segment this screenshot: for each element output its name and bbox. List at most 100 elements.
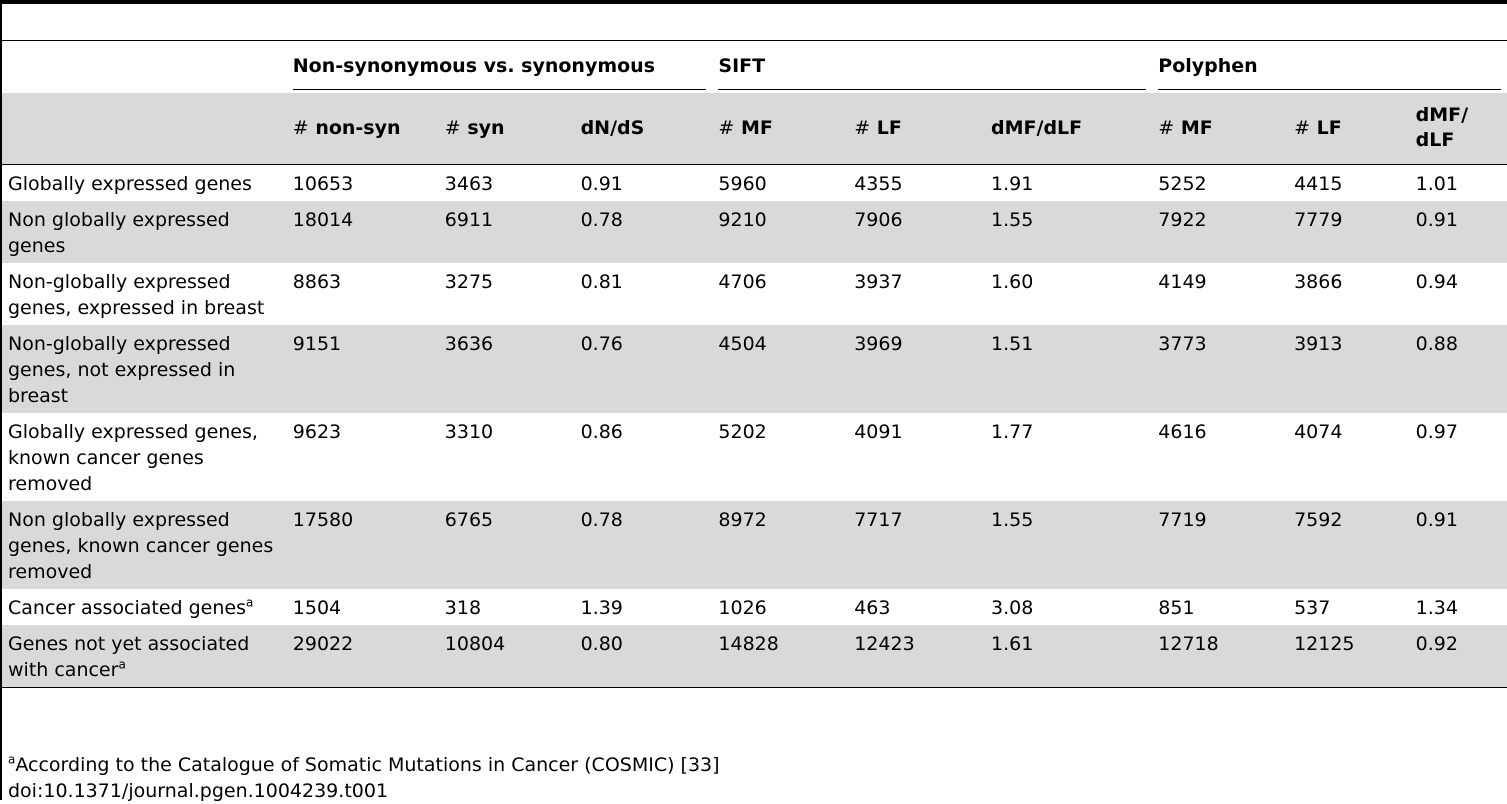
row-label-text: Non-globally expressed genes, expressed … — [8, 271, 265, 319]
table-cell: 1.55 — [991, 509, 1034, 531]
table-cell: 5202 — [718, 421, 767, 443]
table-cell: 0.76 — [580, 333, 623, 355]
table-cell: 4091 — [854, 421, 903, 443]
table-cell: 1.01 — [1415, 173, 1458, 195]
row-label-footnote-marker: a — [118, 657, 126, 672]
table-cell: 14828 — [718, 633, 779, 655]
row-label: Non-globally expressed genes, not expres… — [2, 325, 287, 413]
row-label-text: Genes not yet associated with cancer — [8, 633, 250, 681]
group-header-empty — [2, 41, 287, 93]
table-cell: 4504 — [718, 333, 767, 355]
table-cell: 3310 — [444, 421, 494, 443]
table-cell: 3866 — [1294, 271, 1343, 293]
column-header: # syn — [439, 93, 575, 165]
column-header-label: dN/dS — [580, 116, 645, 139]
column-header-label: dMF/ dLF — [1415, 104, 1469, 152]
column-header: # LF — [1288, 93, 1410, 165]
table-cell: 7592 — [1294, 509, 1343, 531]
row-label-text: Non globally expressed genes — [8, 209, 230, 257]
table-cell: 1.61 — [991, 633, 1034, 655]
footnote-marker: a — [8, 752, 16, 767]
table-cell: 3636 — [444, 333, 494, 355]
table-row: Cancer associated genesa 1504 318 1.39 1026 4… — [2, 589, 1507, 625]
column-header-hash: # — [292, 116, 309, 139]
table-row: Genes not yet associated with cancera 290… — [2, 625, 1507, 688]
table-cell: 537 — [1294, 597, 1331, 619]
column-header-label: LF — [1316, 116, 1342, 139]
column-header-hash: # — [718, 116, 735, 139]
table-cell: 10804 — [444, 633, 506, 655]
column-header-label: syn — [467, 116, 505, 139]
row-label: Non-globally expressed genes, expressed … — [2, 263, 287, 325]
column-header: dN/dS — [575, 93, 713, 165]
table-cell: 3773 — [1158, 333, 1207, 355]
column-header-hash: # — [1158, 116, 1175, 139]
table-cell: 12423 — [854, 633, 915, 655]
table-cell: 29022 — [292, 633, 354, 655]
column-header: dMF/ dLF — [1410, 93, 1507, 165]
table-cell: 8972 — [718, 509, 767, 531]
group-header-sift: SIFT — [712, 41, 1152, 93]
table-cell: 463 — [854, 597, 891, 619]
table-cell: 6911 — [444, 209, 494, 231]
table-cell: 1504 — [292, 597, 342, 619]
table-cell: 10653 — [292, 173, 354, 195]
table-cell: 0.92 — [1415, 633, 1458, 655]
row-label: Cancer associated genesa — [2, 589, 287, 625]
table-cell: 0.81 — [580, 271, 623, 293]
row-label-text: Non globally expressed genes, known canc… — [8, 509, 274, 583]
table-cell: 3937 — [854, 271, 903, 293]
row-label: Globally expressed genes, known cancer g… — [2, 413, 287, 501]
table-cell: 0.91 — [1415, 209, 1458, 231]
table-cell: 12718 — [1158, 633, 1219, 655]
table-cell: 18014 — [292, 209, 354, 231]
table-cell: 1.39 — [580, 597, 623, 619]
table-cell: 4616 — [1158, 421, 1207, 443]
table-row: Non globally expressed genes, known canc… — [2, 501, 1507, 589]
row-label: Genes not yet associated with cancera — [2, 625, 287, 688]
table-cell: 7922 — [1158, 209, 1207, 231]
table-cell: 17580 — [292, 509, 354, 531]
table-row: Non-globally expressed genes, expressed … — [2, 263, 1507, 325]
table-cell: 5252 — [1158, 173, 1207, 195]
group-header-nonsyn: Non-synonymous vs. synonymous — [287, 41, 713, 93]
table-cell: 4706 — [718, 271, 767, 293]
table-cell: 1.34 — [1415, 597, 1458, 619]
table-cell: 4149 — [1158, 271, 1207, 293]
column-header-row: # non-syn # syn dN/dS # MF # LF dMF/dLF # MF # … — [2, 92, 1507, 165]
table-cell: 3969 — [854, 333, 903, 355]
table-footnotes: aAccording to the Catalogue of Somatic M… — [8, 752, 720, 804]
table-cell: 1.60 — [991, 271, 1034, 293]
column-header: # LF — [848, 93, 985, 165]
column-header: # MF — [712, 93, 848, 165]
row-label-text: Globally expressed genes — [8, 173, 252, 195]
table-cell: 12125 — [1294, 633, 1355, 655]
table-cell: 1.77 — [991, 421, 1034, 443]
table-row: Globally expressed genes, known cancer g… — [2, 413, 1507, 501]
table-cell: 0.80 — [580, 633, 623, 655]
table-cell: 5960 — [718, 173, 767, 195]
column-header: # non-syn — [287, 93, 439, 165]
column-header-label: MF — [1180, 116, 1213, 139]
column-header-hash: # — [854, 116, 871, 139]
table-cell: 0.91 — [1415, 509, 1458, 531]
table-cell: 1.91 — [991, 173, 1034, 195]
table-cell: 7779 — [1294, 209, 1343, 231]
column-header-label: LF — [876, 116, 902, 139]
left-border — [0, 0, 2, 800]
table-cell: 0.94 — [1415, 271, 1458, 293]
column-header-label: dMF/dLF — [991, 116, 1083, 139]
table-cell: 9623 — [292, 421, 342, 443]
table-cell: 6765 — [444, 509, 494, 531]
table-cell: 0.88 — [1415, 333, 1458, 355]
table-cell: 0.97 — [1415, 421, 1458, 443]
row-label-text: Cancer associated genes — [8, 597, 246, 619]
column-header: # MF — [1152, 93, 1288, 165]
column-header-hash: # — [444, 116, 461, 139]
table-cell: 3275 — [444, 271, 494, 293]
table-cell: 0.78 — [580, 209, 623, 231]
table-cell: 4074 — [1294, 421, 1343, 443]
table-row: Globally expressed genes 10653 3463 0.91 596… — [2, 165, 1507, 202]
column-header-label: MF — [740, 116, 773, 139]
table-cell: 3.08 — [991, 597, 1034, 619]
